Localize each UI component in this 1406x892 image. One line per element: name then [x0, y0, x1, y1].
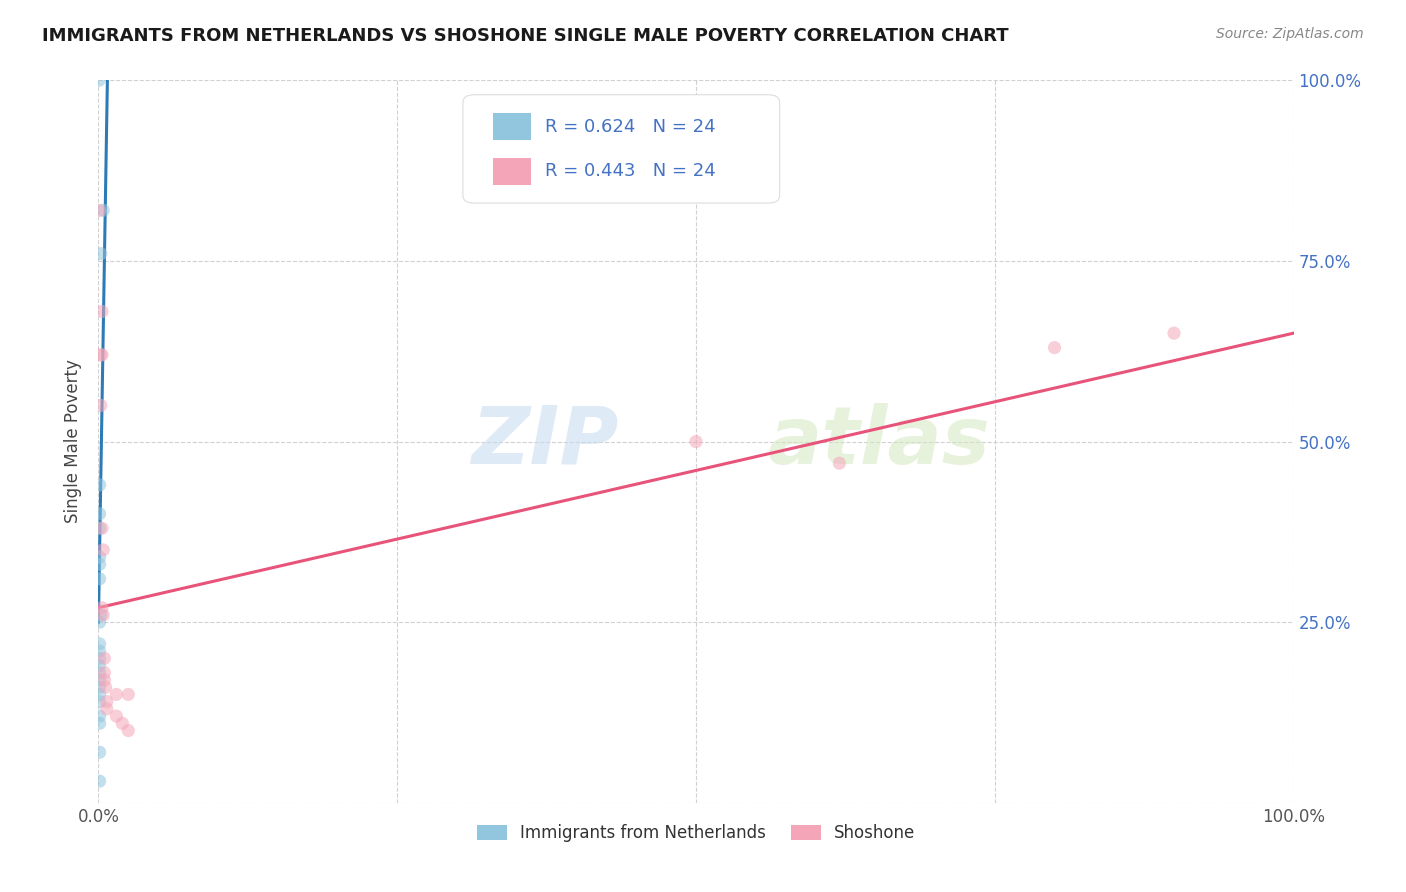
Legend: Immigrants from Netherlands, Shoshone: Immigrants from Netherlands, Shoshone: [470, 817, 922, 848]
Point: [89, 644, 111, 658]
Point: [89, 572, 111, 586]
Text: Source: ZipAtlas.com: Source: ZipAtlas.com: [1216, 27, 1364, 41]
Text: R = 0.443   N = 24: R = 0.443 N = 24: [546, 162, 716, 180]
Point: [89, 665, 111, 680]
Point: [91, 542, 114, 557]
Point: [93, 651, 115, 665]
Point: [91, 304, 114, 318]
Point: [685, 434, 707, 449]
Point: [90, 607, 112, 622]
Point: [89, 558, 111, 572]
Point: [89, 478, 111, 492]
Point: [93, 665, 115, 680]
Point: [89, 507, 111, 521]
Point: [111, 716, 134, 731]
Point: [89, 774, 111, 789]
Point: [96, 702, 118, 716]
FancyBboxPatch shape: [463, 95, 780, 203]
FancyBboxPatch shape: [494, 112, 531, 140]
Point: [89, 521, 111, 535]
Point: [89, 716, 111, 731]
FancyBboxPatch shape: [494, 158, 531, 185]
Point: [89, 695, 111, 709]
Point: [90, 246, 112, 260]
Text: R = 0.624   N = 24: R = 0.624 N = 24: [546, 118, 716, 136]
Point: [828, 456, 851, 470]
Point: [89, 673, 111, 687]
Point: [89, 709, 111, 723]
Point: [87, 73, 110, 87]
Point: [89, 651, 111, 665]
Point: [93, 673, 115, 687]
Point: [91, 600, 114, 615]
Point: [105, 709, 128, 723]
Point: [89, 680, 111, 694]
Point: [1163, 326, 1185, 340]
Point: [91, 348, 114, 362]
Text: IMMIGRANTS FROM NETHERLANDS VS SHOSHONE SINGLE MALE POVERTY CORRELATION CHART: IMMIGRANTS FROM NETHERLANDS VS SHOSHONE …: [42, 27, 1010, 45]
Y-axis label: Single Male Poverty: Single Male Poverty: [65, 359, 83, 524]
Point: [89, 615, 111, 630]
Point: [105, 687, 128, 701]
Point: [89, 745, 111, 759]
Point: [90, 348, 112, 362]
Text: atlas: atlas: [768, 402, 990, 481]
Point: [94, 680, 117, 694]
Text: ZIP: ZIP: [471, 402, 619, 481]
Point: [89, 687, 111, 701]
Point: [117, 723, 139, 738]
Point: [91, 521, 114, 535]
Point: [90, 398, 112, 412]
Point: [91, 203, 114, 218]
Point: [89, 550, 111, 565]
Point: [117, 687, 139, 701]
Point: [96, 695, 118, 709]
Point: [1043, 341, 1066, 355]
Point: [91, 607, 114, 622]
Point: [89, 658, 111, 673]
Point: [89, 637, 111, 651]
Point: [89, 203, 111, 218]
